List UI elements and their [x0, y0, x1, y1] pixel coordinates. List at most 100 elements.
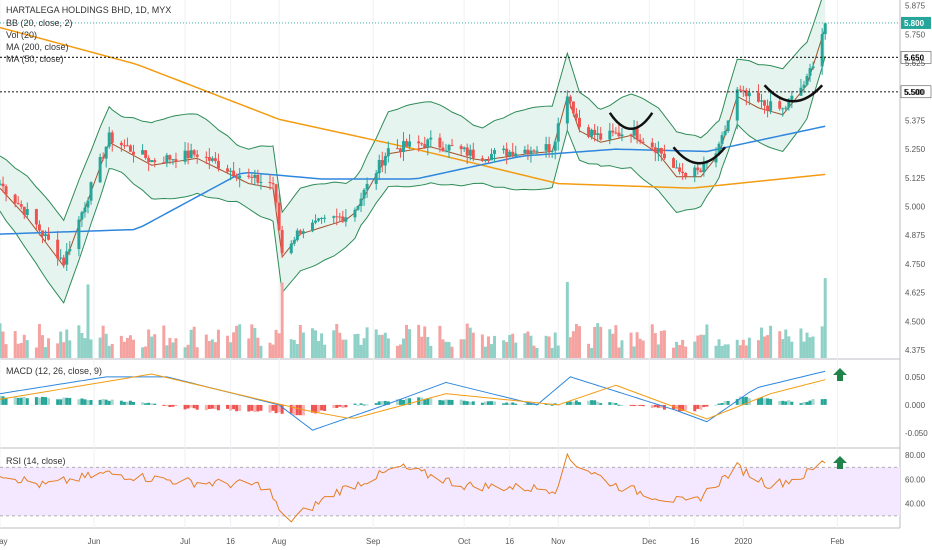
macd-histogram-bar — [216, 404, 220, 411]
macd-histogram-bar — [717, 403, 721, 405]
volume-bar — [459, 339, 463, 358]
macd-histogram-bar — [705, 404, 709, 407]
macd-histogram-bar — [653, 404, 657, 408]
volume-bar — [213, 342, 217, 358]
macd-histogram-bar — [693, 404, 697, 412]
macd-histogram-bar — [423, 399, 427, 405]
volume-bar — [377, 334, 381, 358]
ma50-legend: MA (50, close) — [6, 54, 64, 64]
candle-body — [341, 216, 345, 222]
macd-histogram-bar — [128, 400, 132, 405]
macd-histogram-bar — [238, 404, 242, 411]
candle-body — [675, 167, 679, 169]
candle-body — [47, 234, 51, 240]
macd-histogram-bar — [629, 404, 633, 406]
candle-body — [132, 151, 135, 155]
pattern-curve — [608, 112, 654, 130]
macd-histogram-bar — [34, 397, 38, 405]
candle-body — [171, 159, 175, 161]
candle-body — [544, 144, 548, 151]
macd-histogram-bar — [483, 401, 487, 405]
macd-histogram-bar — [147, 402, 151, 405]
candle-body — [523, 149, 527, 154]
volume-bar — [16, 343, 20, 358]
price-panel[interactable] — [0, 0, 900, 358]
volume-bar — [717, 339, 721, 358]
candle-body — [40, 230, 44, 236]
volume-bar — [168, 337, 172, 358]
macd-histogram-bar — [374, 403, 378, 405]
macd-signal-line — [0, 373, 826, 420]
rsi-tick-label: 40.00 — [905, 500, 926, 509]
volume-bar — [790, 341, 794, 358]
candle-body — [195, 154, 199, 157]
macd-histogram-bar — [723, 401, 727, 405]
candle-body — [301, 231, 305, 234]
candle-body — [259, 182, 263, 184]
macd-histogram-bar — [22, 396, 26, 405]
volume-bar — [675, 341, 679, 358]
macd-histogram-bar — [468, 401, 472, 405]
macd-histogram-bar — [204, 404, 208, 411]
macd-histogram-bar — [317, 404, 321, 412]
volume-bar — [659, 330, 663, 358]
candle-body — [553, 141, 557, 151]
bb-legend: BB (20, close, 2) — [6, 18, 73, 28]
volume-bar — [4, 344, 8, 358]
candle-body — [565, 96, 569, 124]
macd-histogram-bar — [790, 401, 794, 405]
macd-histogram-bar — [229, 404, 233, 411]
level-tag-label: 5.500 — [904, 88, 925, 97]
macd-histogram-bar — [19, 397, 23, 405]
volume-bar — [150, 336, 154, 358]
volume-bar — [523, 333, 527, 358]
macd-histogram-bar — [274, 404, 278, 414]
macd-histogram-bar — [171, 404, 175, 407]
candle-body — [629, 134, 633, 136]
macd-histogram-bar — [617, 404, 621, 406]
candle-body — [0, 183, 2, 185]
candle-body — [22, 206, 26, 215]
candle-body — [271, 183, 275, 185]
volume-bar — [553, 332, 557, 358]
macd-tick-label: 0.000 — [905, 401, 926, 410]
volume-bar — [207, 341, 211, 358]
macd-histogram-bar — [16, 397, 20, 405]
candle-body — [317, 218, 321, 221]
volume-bar — [162, 325, 166, 358]
level-tag — [900, 51, 932, 64]
macd-histogram-bar — [426, 398, 430, 405]
macd-histogram-bar — [295, 404, 299, 416]
candle-body — [408, 141, 412, 147]
volume-bar — [341, 339, 345, 358]
candle-body — [162, 162, 166, 164]
macd-panel[interactable] — [0, 370, 827, 431]
volume-bar — [778, 331, 782, 358]
macd-histogram-bar — [444, 399, 448, 405]
volume-bar — [468, 327, 472, 358]
candle-body — [250, 176, 254, 178]
volume-bar — [274, 329, 278, 358]
volume-bar — [141, 347, 145, 358]
macd-histogram-bar — [341, 404, 345, 408]
candle-body — [238, 175, 242, 179]
macd-histogram-bar — [104, 399, 108, 405]
volume-bar — [662, 330, 666, 358]
volume-bar — [1, 331, 5, 358]
volume-bar — [799, 328, 803, 358]
rsi-panel[interactable] — [0, 452, 900, 523]
macd-histogram-bar — [365, 404, 369, 406]
candle-body — [568, 96, 572, 102]
volume-bar — [195, 347, 199, 358]
candle-body — [80, 212, 84, 220]
volume-bar — [83, 338, 87, 358]
candle-body — [820, 34, 824, 67]
candle-body — [650, 142, 654, 148]
macd-histogram-bar — [684, 404, 688, 411]
candle-body — [735, 89, 739, 121]
macd-histogram-bar — [37, 397, 41, 405]
macd-histogram-bar — [681, 404, 685, 411]
volume-bar — [320, 333, 324, 358]
macd-histogram-bar — [332, 404, 336, 408]
